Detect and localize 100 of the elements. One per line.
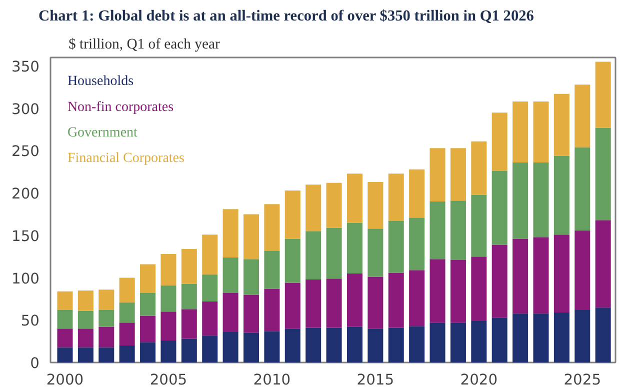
- bar: [554, 234, 570, 313]
- bar: [554, 312, 570, 362]
- text: Households: [67, 74, 134, 90]
- bar: [306, 231, 322, 280]
- bar: [326, 182, 342, 228]
- bar: [326, 278, 342, 328]
- y-tick-label: 100: [12, 270, 40, 288]
- bar: [430, 259, 446, 323]
- bar: [222, 332, 238, 362]
- bar: [512, 162, 528, 239]
- bar: [554, 156, 570, 235]
- chart-title: Chart 1: Global debt is at an all-time record of over $350 trillion in Q1 2026: [38, 8, 534, 24]
- bar: [326, 328, 342, 362]
- bar: [512, 102, 528, 163]
- bar: [160, 340, 176, 362]
- bar: [471, 320, 487, 362]
- bar: [533, 237, 549, 314]
- bar: [574, 147, 590, 230]
- bar: [554, 94, 570, 156]
- bar: [243, 294, 260, 333]
- bar: [140, 342, 156, 362]
- bar: [450, 200, 466, 260]
- x-tick-label: 2020: [460, 372, 498, 387]
- bar: [450, 322, 466, 362]
- y-tick-label: 300: [12, 100, 40, 118]
- bar: [284, 238, 300, 283]
- bar: [243, 259, 260, 295]
- bar: [140, 316, 156, 342]
- bar: [533, 102, 549, 163]
- x-tick-label: 2010: [253, 372, 291, 387]
- y-tick-label: 150: [12, 228, 40, 245]
- bar: [409, 218, 425, 270]
- bar: [512, 313, 528, 362]
- bar: [574, 84, 590, 148]
- bar: [533, 313, 549, 362]
- bar: [388, 328, 404, 362]
- bar: [595, 220, 611, 308]
- bar: [160, 312, 176, 340]
- bar: [574, 310, 590, 362]
- text: Non-fin corporates: [67, 100, 174, 115]
- bar: [284, 328, 300, 362]
- bar: [388, 272, 404, 328]
- bar: [222, 209, 238, 258]
- bar: [512, 238, 528, 314]
- bar: [57, 347, 73, 362]
- bar: [57, 328, 73, 348]
- bar: [430, 202, 446, 260]
- bar: [202, 234, 218, 274]
- bar: [368, 328, 384, 362]
- bar: [78, 347, 94, 362]
- bar: [284, 282, 300, 329]
- bar: [181, 284, 197, 310]
- bar: [346, 326, 362, 362]
- bar: [98, 347, 114, 362]
- bar: [388, 174, 404, 222]
- bar: [306, 279, 322, 328]
- bar: [119, 346, 135, 362]
- bar: [595, 307, 611, 362]
- bar: [140, 293, 156, 316]
- bar: [574, 230, 590, 310]
- bar: [595, 62, 611, 128]
- bar: [264, 288, 280, 332]
- x-tick-label: 2005: [150, 372, 188, 387]
- bar: [98, 310, 114, 327]
- bar: [409, 326, 425, 362]
- x-tick-label: 2000: [46, 372, 84, 387]
- y-tick-label: 200: [12, 186, 40, 203]
- bar: [78, 290, 94, 311]
- bar: [202, 302, 218, 336]
- bar: [119, 322, 135, 346]
- bar: [222, 293, 238, 332]
- bar: [533, 162, 549, 238]
- y-tick-label: 50: [20, 312, 40, 330]
- bar: [202, 274, 218, 302]
- bar: [222, 257, 238, 294]
- bar: [264, 250, 280, 289]
- bar: [119, 302, 135, 323]
- bar: [492, 244, 508, 318]
- bar: [181, 309, 197, 339]
- bar: [140, 264, 156, 294]
- bar: [450, 260, 466, 323]
- bar: [492, 112, 508, 172]
- bar: [430, 148, 446, 202]
- y-tick-label: 250: [12, 143, 40, 160]
- bar: [98, 290, 114, 310]
- bar: [160, 285, 176, 312]
- bar: [57, 310, 73, 329]
- bar: [346, 222, 362, 274]
- y-tick-label: 0: [30, 355, 40, 372]
- bar: [471, 141, 487, 195]
- bar: [450, 148, 466, 201]
- bar: [346, 274, 362, 327]
- bar: [306, 328, 322, 362]
- text: Government: [67, 125, 138, 140]
- bar: [492, 318, 508, 362]
- bar: [181, 338, 197, 362]
- bar: [368, 182, 384, 229]
- bar: [78, 328, 94, 348]
- bar: [98, 326, 114, 348]
- bar: [243, 332, 260, 362]
